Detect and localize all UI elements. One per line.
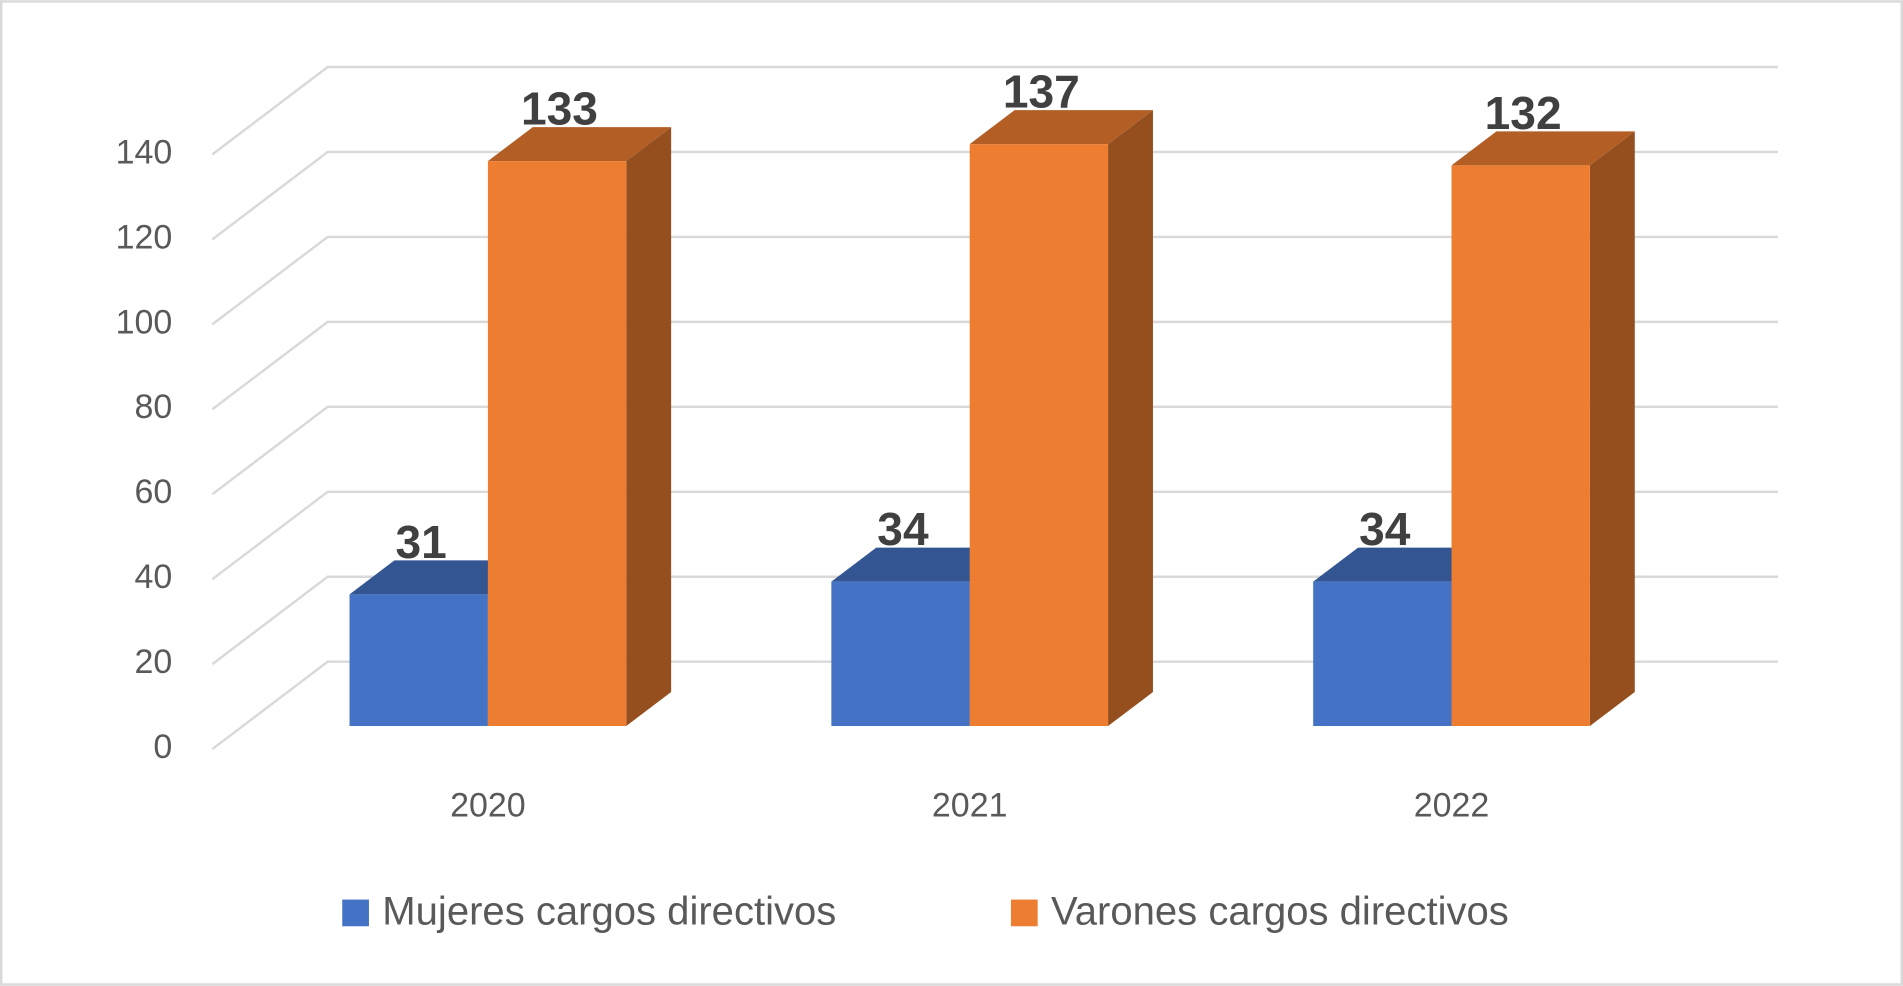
- legend-swatch: [342, 899, 369, 927]
- x-tick-label: 2022: [1414, 786, 1490, 824]
- y-tick-label: 0: [153, 728, 172, 766]
- data-label: 34: [877, 503, 929, 555]
- legend-label: Varones cargos directivos: [1051, 890, 1509, 934]
- y-tick-label: 80: [135, 388, 173, 426]
- y-tick-label: 120: [116, 218, 173, 256]
- legend-label: Mujeres cargos directivos: [382, 890, 836, 934]
- x-tick-label: 2021: [932, 786, 1008, 824]
- bar-top: [487, 127, 672, 162]
- y-tick-label: 40: [135, 558, 173, 596]
- bar: [487, 127, 672, 727]
- grid-line: [211, 235, 1778, 326]
- y-tick-label: 100: [116, 303, 173, 341]
- legend-swatch: [1010, 899, 1038, 927]
- grid-line: [211, 490, 1778, 581]
- bar: [969, 110, 1153, 727]
- data-label: 137: [1003, 66, 1080, 118]
- bar-front: [1313, 581, 1452, 727]
- y-tick-label: 140: [116, 133, 173, 171]
- grid-line: [211, 320, 1778, 411]
- data-label: 132: [1485, 87, 1562, 139]
- bar-front: [969, 144, 1109, 727]
- bar-top: [831, 547, 1015, 582]
- grid-line: [211, 575, 1778, 666]
- bar: [1451, 131, 1635, 727]
- bar-top: [969, 110, 1153, 145]
- grid-line: [211, 65, 1778, 156]
- bar-front: [349, 594, 488, 727]
- bar-top: [349, 560, 533, 595]
- bar-side: [1108, 110, 1153, 727]
- grid-line: [211, 660, 1778, 751]
- grid-line: [211, 405, 1778, 496]
- data-label: 34: [1359, 503, 1411, 555]
- data-label: 31: [395, 516, 446, 568]
- y-tick-label: 20: [135, 643, 173, 681]
- data-label: 133: [521, 83, 598, 135]
- y-tick-label: 60: [135, 473, 173, 511]
- grid-line: [211, 150, 1778, 241]
- x-tick-label: 2020: [450, 786, 526, 824]
- bar-top: [1313, 547, 1497, 582]
- bar-side: [626, 127, 672, 727]
- bar-front: [487, 161, 627, 727]
- bar-side: [1589, 131, 1635, 727]
- bar-top: [1451, 131, 1635, 166]
- bar-front: [831, 581, 970, 727]
- bar-front: [1451, 165, 1590, 727]
